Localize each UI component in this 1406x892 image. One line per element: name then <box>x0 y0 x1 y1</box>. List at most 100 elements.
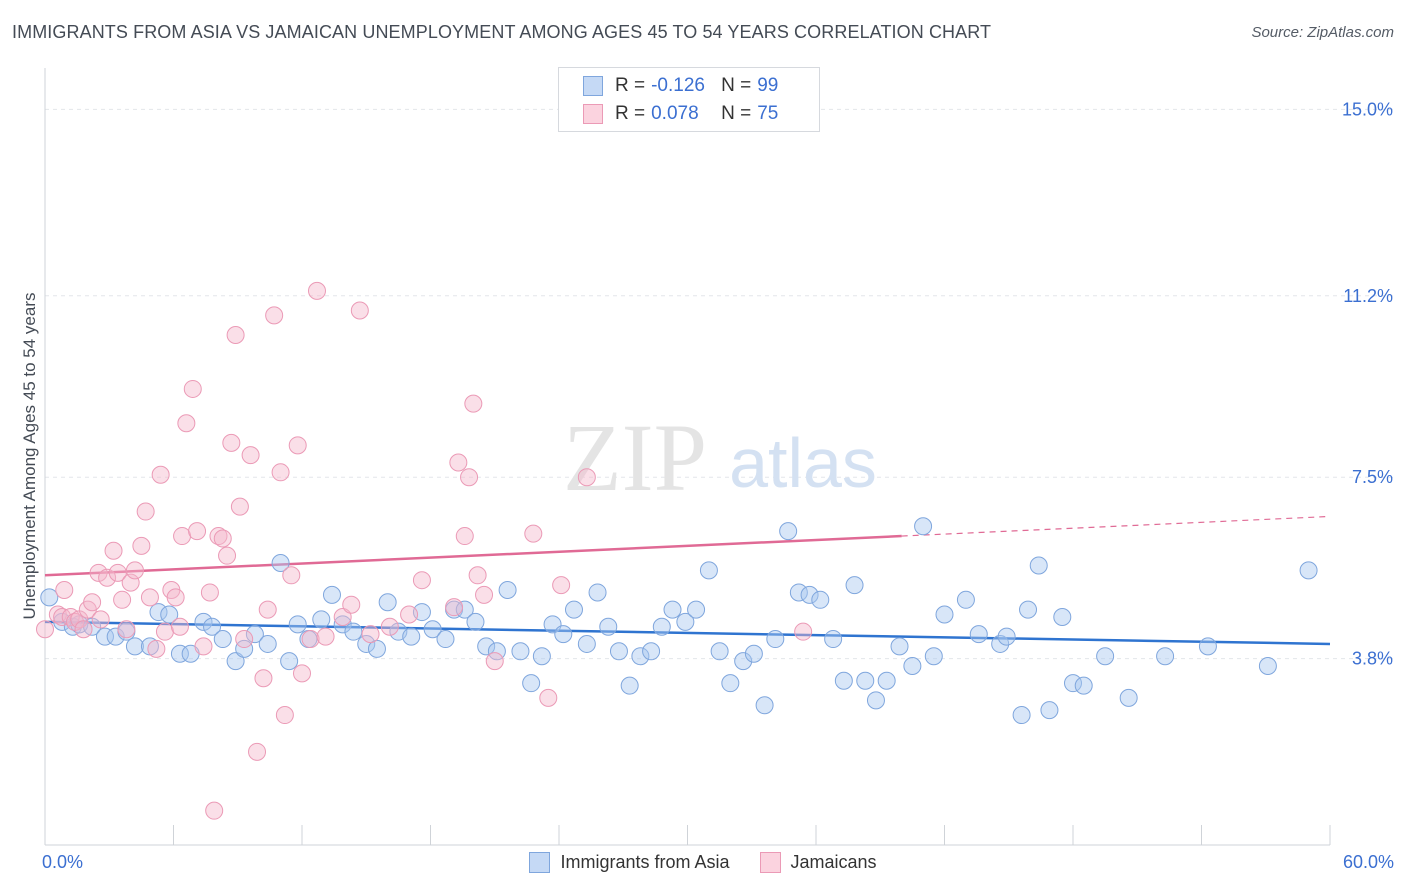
point-jamaicans <box>205 801 224 820</box>
point-jamaicans <box>226 326 245 344</box>
trendline-extension-jamaicans <box>901 515 1331 537</box>
point-asia <box>455 600 474 619</box>
point-asia <box>800 585 819 604</box>
legend-r-value: 0.078 <box>651 103 699 124</box>
point-asia <box>721 674 740 693</box>
watermark-zip: ZIP <box>563 404 707 511</box>
point-asia <box>599 617 618 636</box>
point-asia <box>734 652 753 671</box>
point-asia <box>149 603 168 622</box>
point-jamaicans <box>194 637 213 656</box>
point-asia <box>436 630 455 649</box>
point-asia <box>402 627 421 646</box>
point-asia <box>554 625 573 644</box>
legend-r-value: -0.126 <box>651 75 705 96</box>
point-jamaicans <box>400 605 419 624</box>
point-jamaicans <box>155 622 174 641</box>
point-asia <box>344 622 363 641</box>
correlation-legend: R = -0.126 N = 99 R = 0.078 N = 75 <box>558 67 820 132</box>
point-jamaicans <box>468 566 487 585</box>
point-asia <box>924 647 943 666</box>
point-asia <box>1064 674 1082 693</box>
point-asia <box>1198 637 1217 656</box>
point-asia <box>125 637 144 656</box>
series-legend-item-asia: Immigrants from Asia <box>529 852 730 873</box>
point-asia <box>1119 688 1138 707</box>
legend-r-label: R = <box>615 75 646 96</box>
point-asia <box>95 627 114 646</box>
point-asia <box>213 630 232 649</box>
point-asia <box>699 561 718 580</box>
point-asia <box>477 637 496 656</box>
point-asia <box>1258 657 1277 676</box>
point-asia <box>866 691 885 710</box>
legend-row-jamaicans: R = 0.078 N = 75 <box>583 101 778 127</box>
point-jamaicans <box>265 306 284 325</box>
point-asia <box>779 522 798 541</box>
y-axis-label: Unemployment Among Ages 45 to 54 years <box>20 292 39 620</box>
point-asia <box>663 600 682 619</box>
point-asia <box>744 644 763 663</box>
point-jamaicans <box>539 688 558 707</box>
point-asia <box>687 600 706 619</box>
point-asia <box>834 671 853 690</box>
point-asia <box>312 610 331 629</box>
point-asia <box>811 590 830 609</box>
point-jamaicans <box>475 585 494 604</box>
legend-swatch-asia <box>583 76 603 96</box>
point-asia <box>106 627 125 646</box>
point-jamaicans <box>136 502 155 521</box>
point-asia <box>498 581 517 599</box>
point-jamaicans <box>188 522 207 541</box>
point-jamaicans <box>464 394 483 413</box>
series-legend-label: Jamaicans <box>790 852 877 872</box>
point-asia <box>170 644 189 663</box>
point-jamaicans <box>125 561 144 580</box>
series-legend: Immigrants from Asia Jamaicans <box>0 852 1406 873</box>
point-asia <box>245 625 264 644</box>
point-asia <box>511 642 530 661</box>
point-jamaicans <box>552 576 571 595</box>
watermark: ZIP atlas <box>563 404 877 511</box>
y-tick-label: 3.8% <box>1352 649 1393 669</box>
point-asia <box>322 585 341 604</box>
point-jamaicans <box>132 536 151 555</box>
point-asia <box>423 620 442 639</box>
point-asia <box>522 674 541 693</box>
series-swatch-jamaicans <box>759 852 781 873</box>
point-asia <box>997 627 1016 646</box>
y-tick-label: 15.0% <box>1342 99 1393 119</box>
source-label: Source: ZipAtlas.com <box>1251 24 1394 41</box>
point-asia <box>710 642 729 661</box>
point-jamaicans <box>485 652 504 671</box>
point-jamaicans <box>36 620 54 639</box>
point-asia <box>226 652 245 671</box>
point-asia <box>564 600 583 619</box>
point-jamaicans <box>361 625 380 644</box>
point-asia <box>609 642 628 661</box>
point-asia <box>890 637 909 656</box>
point-jamaicans <box>117 620 136 639</box>
point-jamaicans <box>55 581 74 599</box>
point-asia <box>577 634 596 653</box>
point-jamaicans <box>248 742 267 761</box>
point-jamaicans <box>258 600 277 619</box>
point-jamaicans <box>254 669 273 688</box>
point-jamaicans <box>307 281 326 300</box>
trendline-jamaicans <box>44 534 902 577</box>
point-asia <box>620 676 639 695</box>
point-asia <box>203 617 222 636</box>
point-jamaicans <box>282 566 301 585</box>
series-legend-label: Immigrants from Asia <box>560 852 730 872</box>
point-asia <box>903 657 922 676</box>
point-asia <box>969 625 988 644</box>
point-asia <box>1012 706 1031 725</box>
legend-row-asia: R = -0.126 N = 99 <box>583 73 778 99</box>
series-legend-item-jamaicans: Jamaicans <box>759 852 877 873</box>
point-asia <box>333 615 352 634</box>
point-asia <box>935 605 954 624</box>
point-asia <box>194 612 213 631</box>
point-jamaicans <box>218 546 237 565</box>
point-asia <box>652 617 671 636</box>
point-jamaicans <box>460 468 479 487</box>
